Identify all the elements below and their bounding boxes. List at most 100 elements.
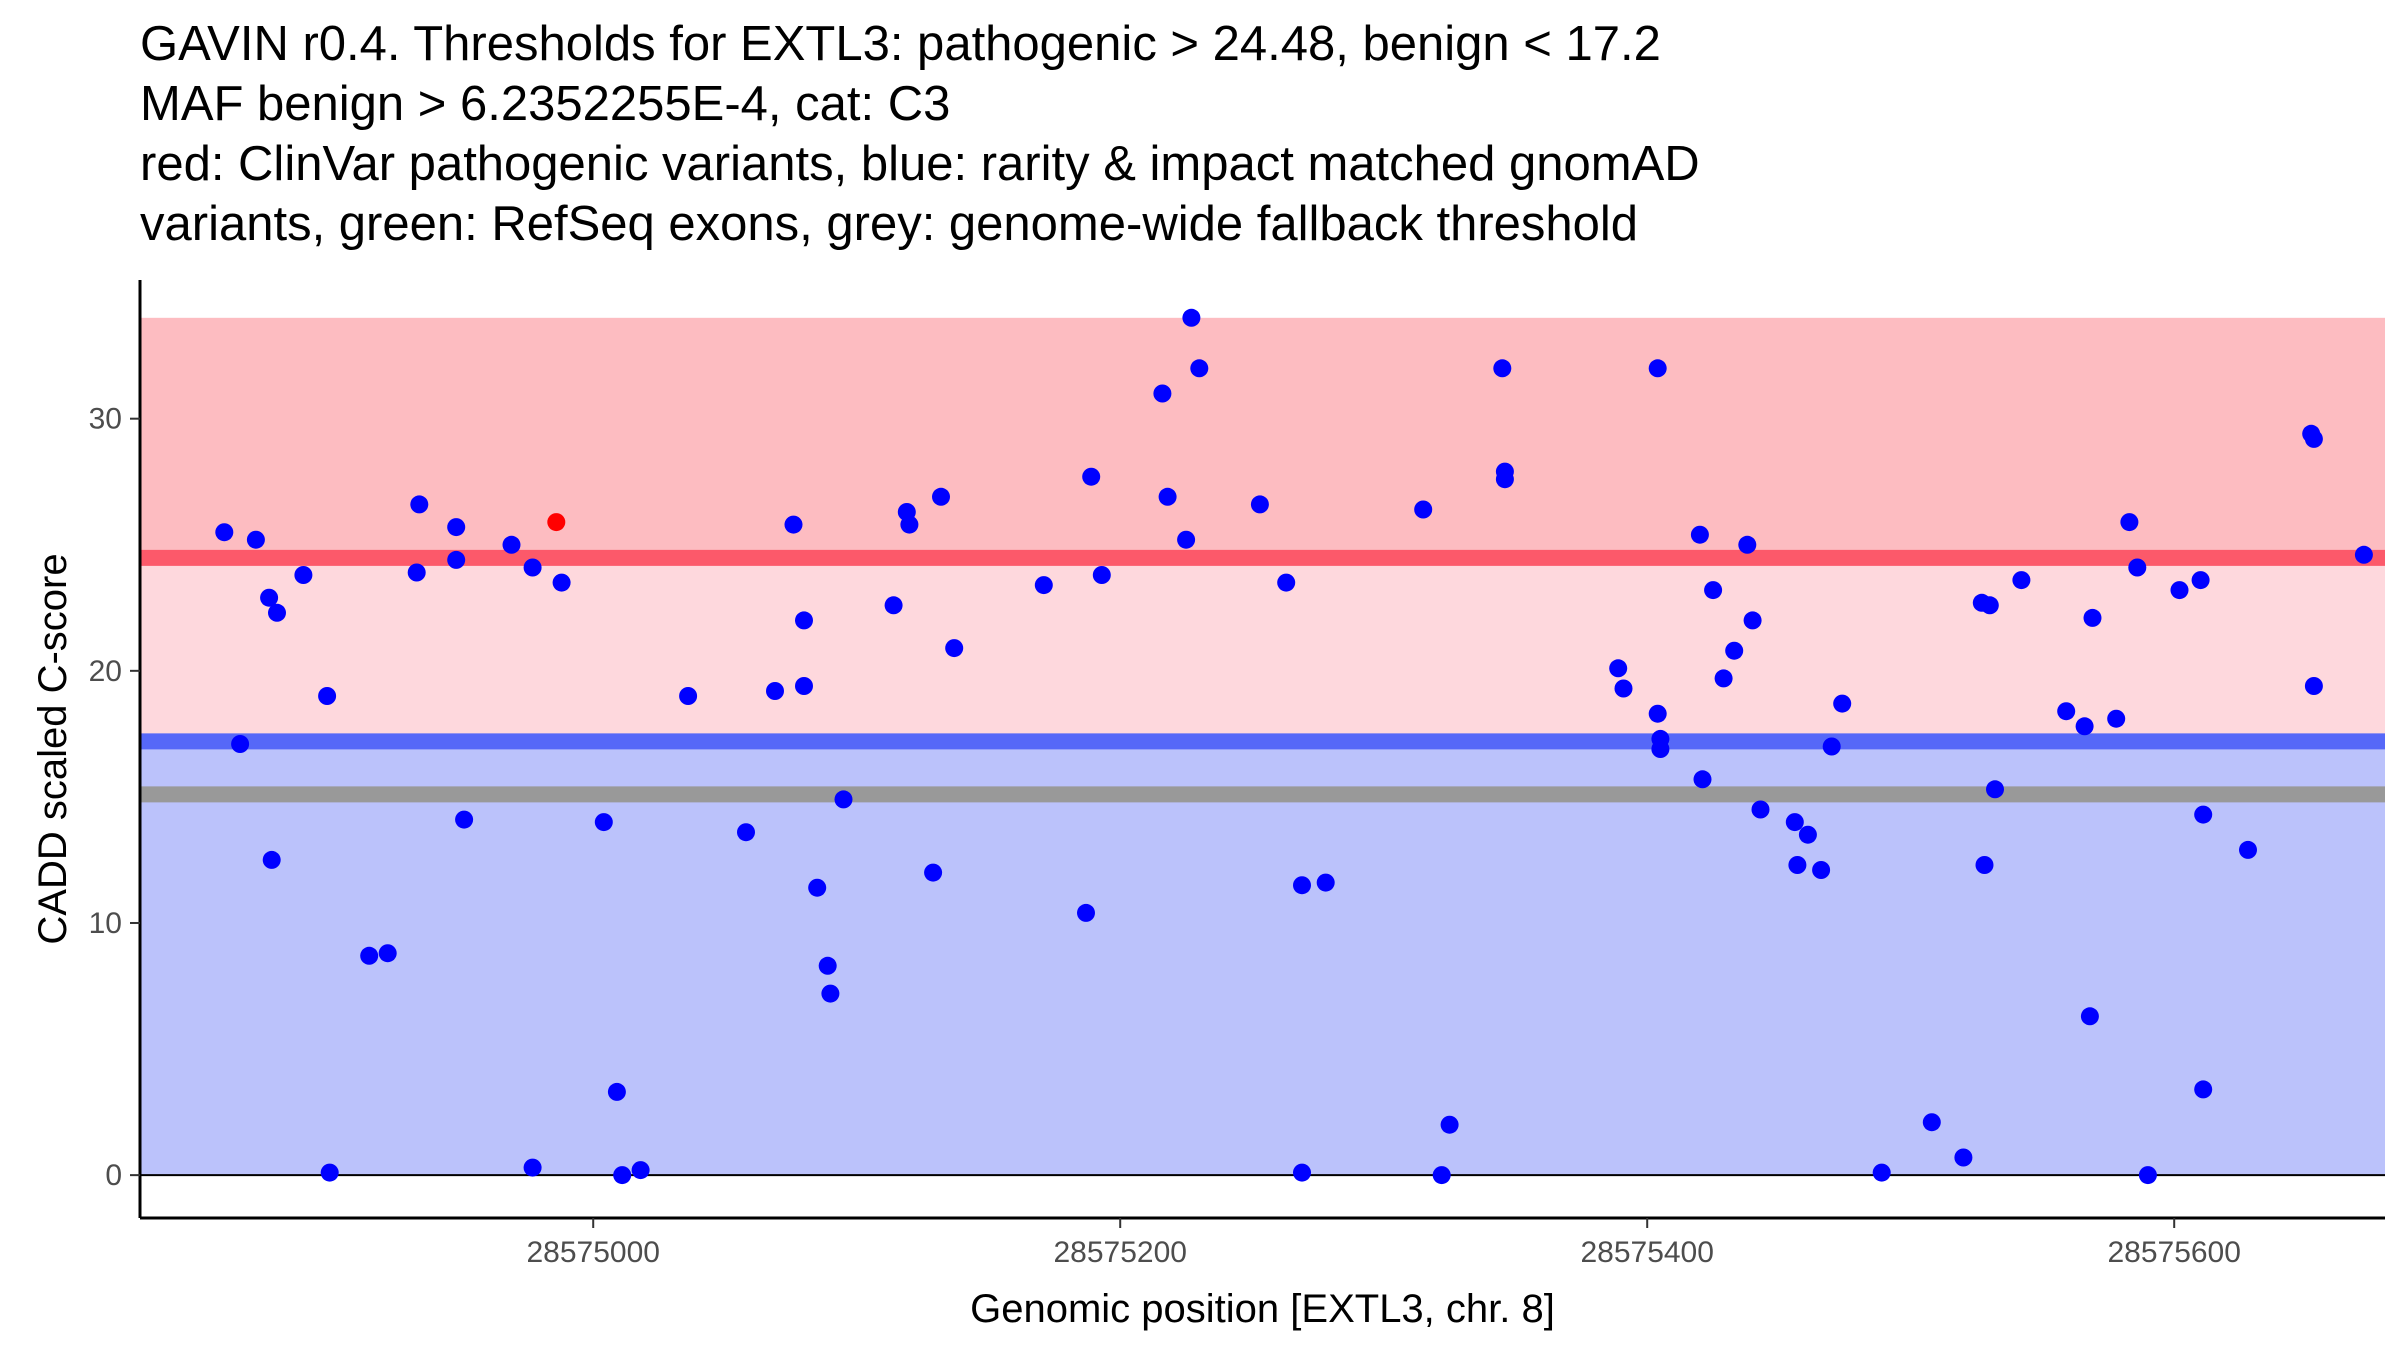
pathogenic-zone	[140, 317, 2385, 558]
title-line-1: GAVIN r0.4. Thresholds for EXTL3: pathog…	[140, 17, 1661, 71]
gnomad-variant-point	[1872, 1163, 1891, 1182]
gnomad-variant-point	[2239, 840, 2257, 859]
gnomad-variant-point	[2080, 1007, 2099, 1026]
chart-title: GAVIN r0.4. Thresholds for EXTL3: pathog…	[140, 14, 2360, 254]
y-tick-label: 30	[89, 403, 122, 436]
gnomad-variant-point	[215, 523, 234, 542]
gnomad-variant-point	[924, 863, 943, 882]
uncertain-zone	[140, 557, 2385, 742]
gnomad-variant-point	[784, 515, 803, 534]
gnomad-variant-point	[1493, 359, 1512, 378]
gnomad-variant-point	[1293, 1163, 1311, 1182]
gnomad-variant-point	[1812, 861, 1831, 879]
x-tick-label: 28575000	[526, 1236, 659, 1269]
gnomad-variant-point	[2120, 513, 2139, 532]
gnomad-variant-point	[613, 1166, 632, 1185]
gnomad-variant-point	[2012, 571, 2031, 590]
gnomad-variant-point	[834, 790, 853, 809]
gnomad-variant-point	[821, 984, 840, 1003]
x-tick-label: 28575400	[1580, 1236, 1713, 1269]
gnomad-variant-point	[1495, 470, 1514, 489]
gnomad-variant-point	[900, 515, 919, 534]
x-axis-title: Genomic position [EXTL3, chr. 8]	[970, 1287, 1555, 1331]
gnomad-variant-point	[945, 639, 964, 658]
gnomad-variant-point	[1833, 694, 1852, 713]
gnomad-variant-point	[766, 682, 784, 700]
y-tick-label: 20	[89, 655, 122, 688]
gnomad-variant-point	[1077, 903, 1095, 922]
gnomad-variant-point	[1798, 825, 1817, 844]
gnomad-variant-point	[2057, 702, 2076, 721]
gnomad-variant-point	[1822, 737, 1841, 756]
gnomad-variant-point	[2083, 608, 2102, 627]
gnomad-variant-point	[2075, 717, 2094, 736]
gnomad-variant-point	[246, 530, 265, 549]
gnomad-variant-point	[294, 566, 313, 584]
gnomad-variant-point	[607, 1082, 626, 1101]
gnomad-variant-point	[1725, 641, 1744, 660]
gnomad-variant-point	[1693, 770, 1712, 789]
gnomad-variant-point	[410, 495, 429, 514]
gnomad-variant-point	[1158, 487, 1177, 506]
gnomad-variant-point	[1082, 467, 1101, 486]
x-tick-label: 28575200	[1053, 1236, 1186, 1269]
gnomad-variant-point	[795, 677, 813, 695]
gnomad-variant-point	[2170, 581, 2189, 600]
threshold-lines	[140, 549, 2385, 803]
gnomad-variant-point	[320, 1163, 339, 1182]
y-tick-label: 0	[105, 1159, 122, 1192]
gnomad-variant-point	[447, 518, 466, 537]
gnomad-variant-point	[2107, 709, 2126, 728]
gnomad-variant-point	[1704, 581, 1723, 600]
gnomad-variant-point	[1034, 576, 1053, 595]
gnomad-variant-point	[631, 1161, 650, 1180]
gnomad-variant-point	[1414, 500, 1433, 519]
gnomad-variant-point	[552, 573, 571, 592]
gnomad-variant-point	[1738, 535, 1757, 554]
gnomad-variant-point	[1182, 308, 1201, 327]
gnomad-variant-point	[262, 850, 281, 869]
gnomad-variant-point	[1743, 611, 1762, 630]
y-axis-title: CADD scaled C-score	[31, 553, 75, 944]
y-axis-ticks: 0 10 20 30	[89, 403, 140, 1192]
gnomad-variant-point	[2138, 1166, 2157, 1185]
gnomad-variant-point	[1440, 1115, 1459, 1134]
gnomad-variant-point	[594, 813, 613, 832]
gnomad-variant-point	[2191, 571, 2210, 590]
gnomad-variant-point	[502, 535, 521, 554]
gnomad-variant-point	[2194, 1080, 2213, 1099]
title-line-3: red: ClinVar pathogenic variants, blue: …	[140, 137, 1700, 191]
gnomad-variant-point	[2354, 545, 2373, 564]
gnomad-variant-point	[1922, 1113, 1941, 1132]
x-tick-label: 28575600	[2107, 1236, 2240, 1269]
gnomad-variant-point	[1751, 800, 1770, 819]
threshold-bands	[140, 317, 2385, 1176]
x-axis-ticks: 28575000 28575200 28575400 28575600	[526, 1218, 2241, 1269]
gnomad-variant-point	[1714, 669, 1733, 688]
gnomad-variant-point	[1153, 384, 1172, 403]
gnomad-variant-point	[1651, 740, 1670, 758]
gnomad-variant-point	[360, 946, 379, 965]
gnomad-variant-point	[884, 596, 903, 615]
benign-zone	[140, 741, 2385, 1176]
gnomad-variant-point	[318, 687, 337, 705]
gnomad-variant-point	[1316, 873, 1335, 892]
gnomad-variant-point	[1954, 1148, 1973, 1167]
gnomad-variant-point	[268, 603, 286, 622]
gnomad-variant-point	[260, 588, 279, 607]
gnomad-variant-point	[1614, 679, 1633, 698]
gnomad-variant-point	[2128, 558, 2147, 577]
gnomad-variant-point	[1975, 856, 1994, 874]
gnomad-variant-point	[447, 550, 466, 569]
gnomad-variant-point	[523, 1158, 542, 1177]
gnomad-variant-point	[407, 563, 426, 582]
title-line-4: variants, green: RefSeq exons, grey: gen…	[140, 197, 1639, 251]
gnomad-variant-point	[231, 735, 250, 753]
gnomad-variant-point	[737, 823, 755, 842]
gnomad-variant-point	[1177, 530, 1196, 549]
gnomad-variant-point	[523, 558, 542, 577]
clinvar-pathogenic-point	[547, 513, 566, 532]
gnomad-variant-point	[2194, 805, 2213, 824]
gnomad-variant-point	[932, 487, 950, 506]
gnomad-variant-point	[808, 878, 827, 897]
